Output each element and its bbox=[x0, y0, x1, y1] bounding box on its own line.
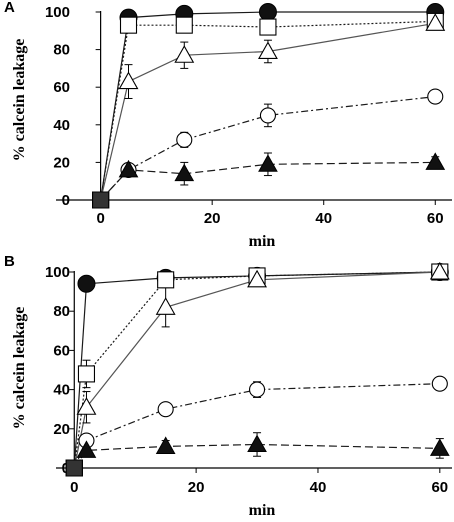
panel-a-point-open-triangle bbox=[118, 71, 139, 90]
panel-b-point-filled-triangle bbox=[247, 434, 267, 452]
panel-b-x-tick-label: 40 bbox=[310, 479, 327, 496]
panel-a-x-axis-title: min bbox=[249, 233, 276, 250]
panel-b-point-open-triangle bbox=[247, 269, 267, 288]
panel-b-y-tick-label: 60 bbox=[53, 342, 70, 359]
panel-a-point-open-circle bbox=[427, 88, 444, 105]
panel-a-point-open-square bbox=[119, 16, 138, 34]
panel-a-y-tick-label: 40 bbox=[53, 117, 70, 134]
panel-a-y-tick-label: 20 bbox=[53, 154, 70, 171]
panel-a-x-tick-label: 20 bbox=[204, 210, 221, 227]
panel-b-y-axis-title: % calcein leakage bbox=[11, 307, 28, 430]
panel-b-y-tick-label: 80 bbox=[53, 303, 70, 320]
panel-a-point-open-triangle bbox=[425, 13, 446, 31]
panel-a-y-tick-label: 60 bbox=[53, 79, 70, 96]
panel-b-x-tick-label: 60 bbox=[431, 479, 448, 496]
panel-a-point-filled-triangle bbox=[174, 163, 195, 182]
panel-a-origin-marker bbox=[92, 191, 110, 209]
panel-b-point-filled-triangle bbox=[429, 438, 450, 456]
panel-b-point-filled-triangle bbox=[155, 436, 176, 454]
panel-a-point-filled-triangle bbox=[258, 154, 278, 172]
panel-b-point-open-triangle bbox=[429, 261, 450, 280]
panel-b-point-open-square bbox=[77, 365, 96, 383]
panel-a-letter: A bbox=[4, 0, 15, 16]
panel-a-point-open-square bbox=[175, 16, 193, 34]
panel-a-point-open-circle bbox=[259, 107, 276, 124]
panel-a-point-filled-circle bbox=[258, 3, 277, 21]
panel-b-point-filled-circle bbox=[77, 274, 96, 293]
panel-b-y-tick-label: 20 bbox=[53, 421, 70, 438]
panel-b-x-tick-label: 20 bbox=[188, 479, 205, 496]
panel-a-y-axis-title: % calcein leakage bbox=[11, 39, 28, 162]
panel-b-y-tick-label: 40 bbox=[53, 382, 70, 399]
panel-a-y-tick-label: 80 bbox=[53, 42, 70, 59]
panel-b-point-open-circle bbox=[248, 381, 266, 398]
panel-a-point-open-square bbox=[259, 18, 277, 36]
panel-b-y-tick-label: 100 bbox=[45, 264, 70, 281]
panel-a-chart: 0 20 40 60 80 100 0 20 40 60 bbox=[45, 3, 452, 227]
panel-a-point-filled-triangle bbox=[425, 152, 446, 170]
panel-a-x-tick-label: 40 bbox=[315, 210, 332, 227]
panel-a-point-open-triangle bbox=[258, 41, 278, 60]
panel-b-point-open-circle bbox=[431, 375, 448, 392]
panel-a-point-open-circle bbox=[176, 131, 193, 148]
panel-a-x-tick-label: 60 bbox=[427, 210, 444, 227]
panel-a-point-filled-triangle bbox=[118, 159, 139, 178]
panel-b-point-open-triangle bbox=[76, 397, 97, 415]
panel-a-y-tick-label: 0 bbox=[62, 192, 70, 209]
panel-a-point-open-triangle bbox=[174, 45, 195, 63]
panel-b-point-filled-triangle bbox=[76, 440, 97, 458]
panel-b-point-open-square bbox=[157, 271, 175, 289]
panel-a-y-tick-label: 100 bbox=[45, 4, 70, 21]
panel-a-x-tick-label: 0 bbox=[96, 210, 104, 227]
panel-b-point-open-triangle bbox=[155, 297, 176, 315]
panel-b-letter: B bbox=[4, 253, 15, 270]
panel-b-x-axis-title: min bbox=[249, 502, 276, 519]
panel-b-x-tick-label: 0 bbox=[70, 479, 78, 496]
panel-b-point-open-circle bbox=[157, 401, 174, 418]
panel-b-origin-marker bbox=[65, 459, 83, 477]
